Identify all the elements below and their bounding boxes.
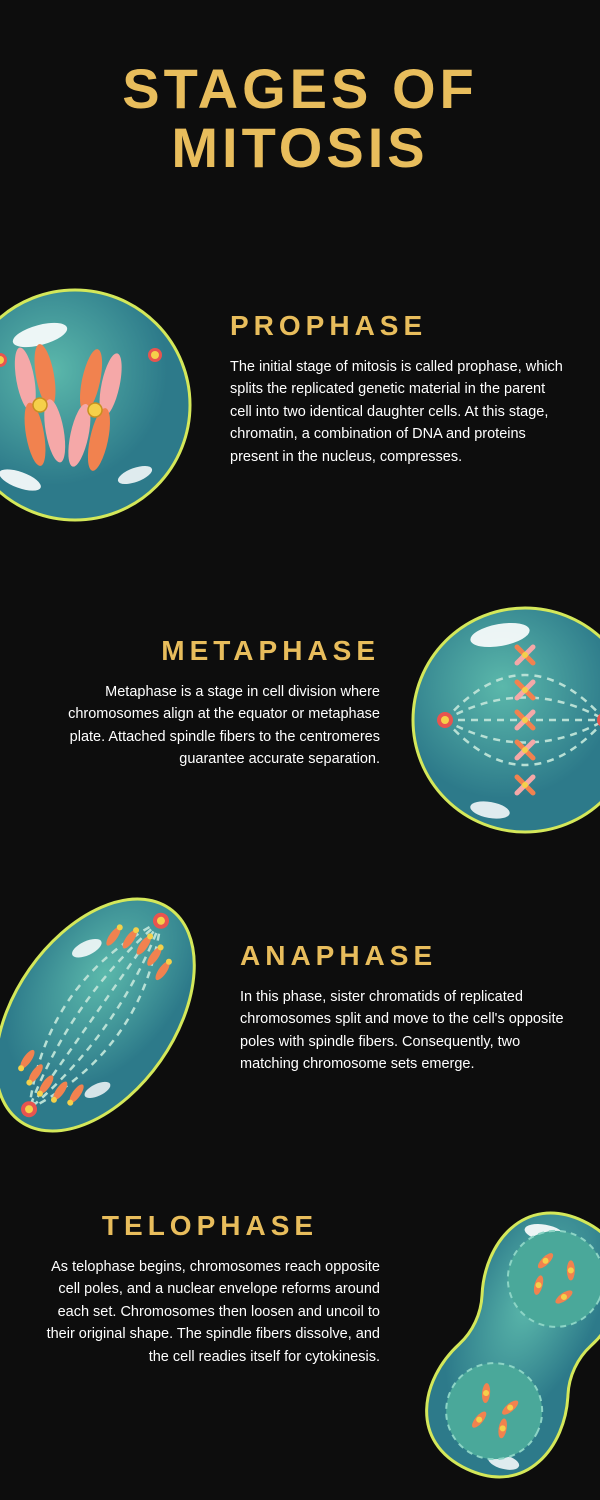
prophase-title: PROPHASE [230,310,570,342]
anaphase-text-block: ANAPHASE In this phase, sister chromatid… [240,940,570,1076]
metaphase-title: METAPHASE [50,635,380,667]
prophase-text-block: PROPHASE The initial stage of mitosis is… [230,310,570,468]
telophase-cell-icon [400,1190,600,1500]
metaphase-description: Metaphase is a stage in cell division wh… [50,681,380,771]
anaphase-title: ANAPHASE [240,940,570,972]
anaphase-cell-icon [0,875,225,1155]
metaphase-text-block: METAPHASE Metaphase is a stage in cell d… [50,635,380,771]
prophase-cell-icon [0,280,200,530]
telophase-title: TELOPHASE [40,1210,380,1242]
telophase-description: As telophase begins, chromosomes reach o… [40,1256,380,1368]
page-title: STAGES OF MITOSIS [0,0,600,178]
metaphase-cell-icon [405,600,600,840]
prophase-description: The initial stage of mitosis is called p… [230,356,570,468]
telophase-text-block: TELOPHASE As telophase begins, chromosom… [40,1210,380,1368]
anaphase-description: In this phase, sister chromatids of repl… [240,986,570,1076]
